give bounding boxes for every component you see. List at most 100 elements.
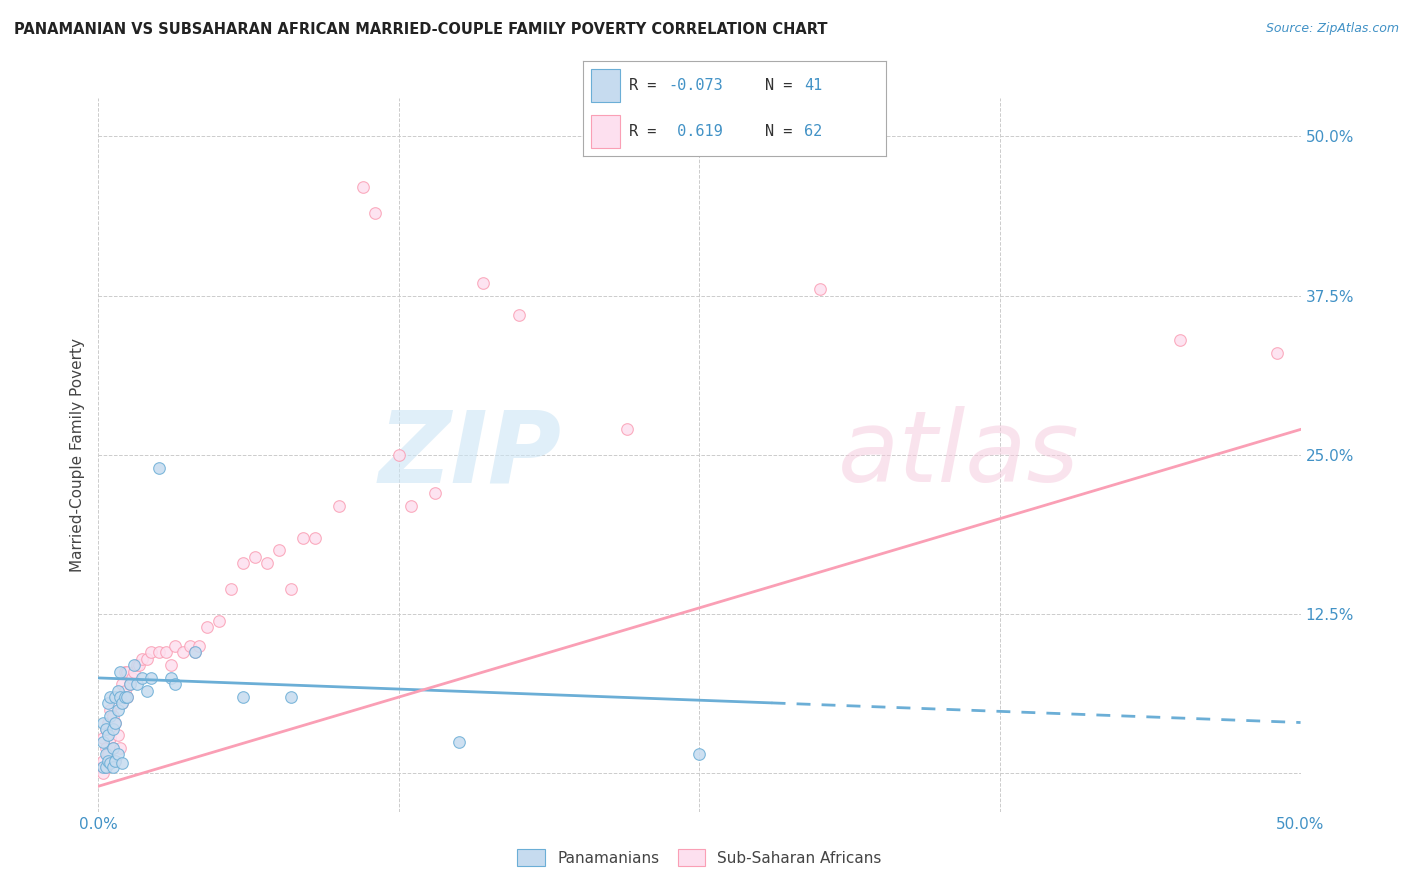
Point xyxy=(689,747,711,762)
Point xyxy=(104,754,127,768)
Point xyxy=(117,690,139,704)
Point xyxy=(159,658,181,673)
Point xyxy=(117,690,139,704)
Point xyxy=(1170,333,1192,347)
Point xyxy=(304,531,326,545)
Point xyxy=(352,180,374,194)
Point xyxy=(148,460,170,475)
Bar xyxy=(591,70,620,102)
Point xyxy=(179,639,201,653)
Point xyxy=(111,756,134,771)
Point xyxy=(100,690,122,704)
Point xyxy=(135,683,157,698)
Text: ZIP: ZIP xyxy=(378,407,561,503)
Point xyxy=(135,652,157,666)
Point xyxy=(94,760,117,774)
Point xyxy=(107,683,129,698)
Point xyxy=(94,741,117,756)
Point xyxy=(291,531,314,545)
Point xyxy=(94,722,117,736)
Point xyxy=(101,741,124,756)
Point xyxy=(183,645,205,659)
Point xyxy=(91,715,114,730)
Point xyxy=(107,703,129,717)
Point xyxy=(124,658,146,673)
Bar xyxy=(591,115,620,147)
Point xyxy=(141,671,163,685)
Text: N =: N = xyxy=(765,78,801,93)
Point xyxy=(125,658,148,673)
Point xyxy=(107,747,129,762)
Point xyxy=(101,741,124,756)
Point xyxy=(165,639,187,653)
Point xyxy=(616,422,638,436)
Point xyxy=(388,448,411,462)
Y-axis label: Married-Couple Family Poverty: Married-Couple Family Poverty xyxy=(70,338,86,572)
Point xyxy=(97,754,120,768)
Point xyxy=(232,556,254,570)
Point xyxy=(101,722,124,736)
Point xyxy=(108,741,131,756)
Point xyxy=(256,556,278,570)
Text: 62: 62 xyxy=(804,124,823,139)
Point xyxy=(100,756,122,771)
Point xyxy=(508,308,530,322)
Point xyxy=(118,677,141,691)
Text: N =: N = xyxy=(765,124,801,139)
Text: PANAMANIAN VS SUBSAHARAN AFRICAN MARRIED-COUPLE FAMILY POVERTY CORRELATION CHART: PANAMANIAN VS SUBSAHARAN AFRICAN MARRIED… xyxy=(14,22,828,37)
Point xyxy=(100,709,122,723)
Point xyxy=(219,582,242,596)
Point xyxy=(131,671,153,685)
Point xyxy=(91,731,114,745)
Point xyxy=(108,665,131,679)
Point xyxy=(111,697,134,711)
Point xyxy=(104,754,127,768)
Point xyxy=(94,722,117,736)
Text: 0.619: 0.619 xyxy=(668,124,723,139)
Point xyxy=(97,747,120,762)
Point xyxy=(183,645,205,659)
Point xyxy=(195,620,218,634)
Point xyxy=(155,645,177,659)
Point xyxy=(232,690,254,704)
Point xyxy=(280,690,302,704)
Point xyxy=(104,715,127,730)
Point xyxy=(107,697,129,711)
Point xyxy=(208,614,231,628)
Point xyxy=(141,645,163,659)
Point xyxy=(94,760,117,774)
Point xyxy=(104,690,127,704)
Point xyxy=(104,690,127,704)
Point xyxy=(111,697,134,711)
Point xyxy=(91,734,114,748)
Text: Source: ZipAtlas.com: Source: ZipAtlas.com xyxy=(1265,22,1399,36)
Point xyxy=(328,499,350,513)
Point xyxy=(91,754,114,768)
Point xyxy=(280,582,302,596)
Point xyxy=(100,731,122,745)
Point xyxy=(114,683,136,698)
Point xyxy=(108,690,131,704)
Text: 41: 41 xyxy=(804,78,823,93)
Point xyxy=(104,715,127,730)
Point xyxy=(121,671,143,685)
Point xyxy=(472,276,495,290)
Point xyxy=(100,703,122,717)
Point xyxy=(423,486,446,500)
Point xyxy=(97,715,120,730)
Point xyxy=(118,677,141,691)
Point xyxy=(172,645,194,659)
Point xyxy=(267,543,290,558)
Point xyxy=(125,677,148,691)
Point xyxy=(101,760,124,774)
Point xyxy=(100,756,122,771)
Point xyxy=(159,671,181,685)
Point xyxy=(114,665,136,679)
Point xyxy=(97,728,120,742)
Point xyxy=(124,665,146,679)
Point xyxy=(364,206,387,220)
Point xyxy=(188,639,211,653)
Point xyxy=(111,677,134,691)
Point xyxy=(107,728,129,742)
Text: atlas: atlas xyxy=(838,407,1080,503)
